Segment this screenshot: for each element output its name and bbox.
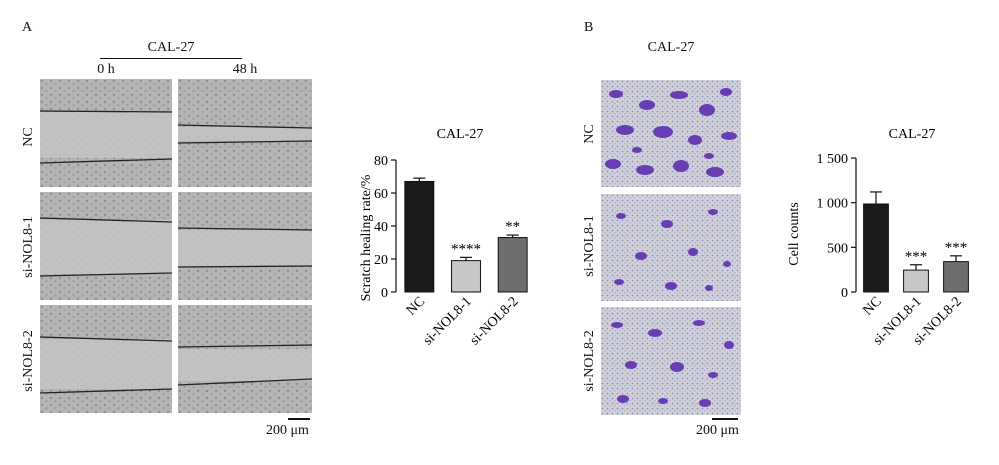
scratch-image-si-nol8-1-48h: [178, 192, 312, 300]
y-tick-label: 500: [827, 241, 848, 256]
row-label-si-nol8-1: si-NOL8-1: [21, 216, 36, 278]
row-label-b-nc: NC: [582, 124, 597, 144]
y-tick-label: 0: [841, 286, 848, 301]
row-label-nc: NC: [21, 127, 36, 147]
bar-si-nol8-2: [497, 237, 528, 293]
scratch-image-si-nol8-1-0h: [40, 192, 172, 300]
row-label-b-si-nol8-1: si-NOL8-1: [582, 215, 597, 277]
y-tick-label: 20: [374, 253, 388, 268]
chart2-ylabel: Cell counts: [787, 202, 802, 265]
chart1-ylabel: Scratch healing rate/%: [359, 174, 374, 301]
y-tick-label: 80: [374, 154, 388, 169]
significance-mark: ***: [945, 240, 968, 256]
y-tick-label: 1 500: [817, 152, 849, 167]
transwell-image-si-nol8-1: [601, 194, 741, 301]
bar-si-nol8-1: [903, 269, 929, 293]
scale-label-a: 200 μm: [266, 423, 309, 438]
y-tick-label: 0: [381, 286, 388, 301]
transwell-image-nc: [601, 80, 741, 187]
time-label-0h: 0 h: [97, 62, 115, 77]
x-tick-label: si-NOL8-2: [467, 294, 521, 348]
cell-line-underline: [100, 58, 242, 59]
panel-b-cell-line: CAL-27: [647, 40, 695, 55]
row-label-b-si-nol8-2: si-NOL8-2: [582, 330, 597, 392]
chart2-title: CAL-27: [889, 127, 936, 142]
y-tick-label: 40: [374, 220, 388, 235]
scale-bar-b: [712, 418, 738, 420]
y-tick-label: 1 000: [817, 197, 849, 212]
scale-label-b: 200 μm: [696, 423, 739, 438]
panel-a-letter: A: [22, 20, 33, 35]
significance-mark: **: [505, 219, 520, 235]
scratch-healing-chart: CAL-27 Scratch healing rate/% 0 20 40 60 80 N…: [359, 127, 528, 348]
scratch-image-nc-0h: [40, 79, 172, 187]
significance-mark: ****: [451, 241, 481, 257]
panel-a-cell-line: CAL-27: [147, 40, 195, 55]
time-label-48h: 48 h: [232, 62, 258, 77]
scratch-image-si-nol8-2-48h: [178, 305, 312, 413]
bar-si-nol8-1: [451, 260, 481, 293]
bar-si-nol8-2: [943, 261, 969, 293]
panel-b-letter: B: [584, 20, 594, 35]
row-label-si-nol8-2: si-NOL8-2: [21, 330, 36, 392]
bar-nc: [404, 180, 435, 293]
transwell-image-si-nol8-2: [601, 307, 741, 415]
scratch-image-nc-48h: [178, 79, 312, 187]
bar-nc: [863, 203, 889, 293]
chart1-title: CAL-27: [437, 127, 484, 142]
x-tick-label: NC: [860, 294, 884, 318]
scale-bar-a: [288, 418, 310, 420]
x-tick-label: si-NOL8-1: [421, 294, 475, 348]
x-tick-label: NC: [404, 294, 428, 318]
y-tick-label: 60: [374, 187, 388, 202]
significance-mark: ***: [905, 249, 928, 265]
scratch-image-si-nol8-2-0h: [40, 305, 172, 413]
